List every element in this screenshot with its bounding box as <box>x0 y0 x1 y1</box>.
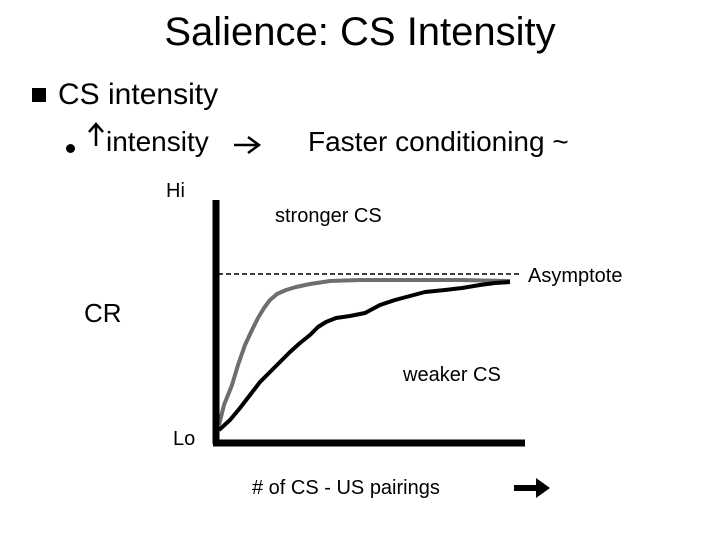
slide-title: Salience: CS Intensity <box>164 10 556 54</box>
up-arrow-icon <box>86 122 106 153</box>
faster-conditioning-text: Faster conditioning ~ <box>308 126 569 157</box>
round-bullet-icon <box>66 144 75 153</box>
y-high-label: Hi <box>166 180 185 202</box>
x-axis-label: # of CS - US pairings <box>252 477 440 499</box>
weaker-cs-label: weaker CS <box>403 364 501 386</box>
bullet-cs-intensity: CS intensity <box>58 78 219 111</box>
right-arrow-icon <box>512 475 552 506</box>
stronger-cs-curve <box>217 278 511 426</box>
y-axis-label: CR <box>84 298 122 328</box>
y-low-label: Lo <box>173 428 196 450</box>
stronger-cs-label: stronger CS <box>275 205 382 227</box>
square-bullet-icon <box>32 88 46 102</box>
sub-bullet-intensity: intensity <box>106 126 209 157</box>
right-arrow-icon <box>232 135 262 160</box>
weaker-cs-curve <box>217 280 511 432</box>
asymptote-label: Asymptote <box>528 265 623 287</box>
